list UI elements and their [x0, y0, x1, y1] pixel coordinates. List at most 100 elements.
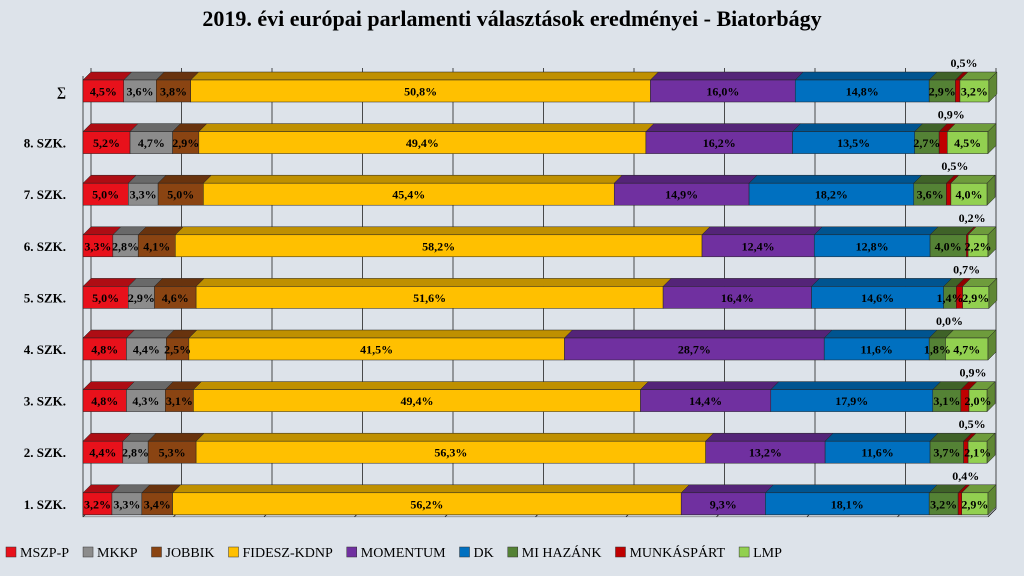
data-label: 0,9%	[959, 366, 986, 380]
data-label: 5,0%	[92, 291, 119, 305]
bar-segment-top	[705, 432, 834, 442]
data-label: 56,2%	[410, 497, 443, 511]
data-label: 58,2%	[422, 239, 455, 253]
data-label: 0,7%	[953, 262, 980, 276]
legend-swatch	[346, 546, 357, 558]
data-label: 4,0%	[955, 188, 982, 202]
bar-segment-top	[202, 174, 623, 184]
data-label: 9,3%	[710, 497, 737, 511]
data-label: 2,5%	[164, 343, 191, 357]
bar-segment-side	[987, 122, 997, 155]
data-label: 3,4%	[144, 497, 171, 511]
data-label: 56,3%	[434, 446, 467, 460]
category-label: 3. SZK.	[24, 394, 66, 409]
data-label: 3,3%	[84, 239, 111, 253]
bar-segment-side	[987, 329, 997, 361]
category-label: 1. SZK.	[24, 497, 66, 512]
bar-segment-side	[988, 277, 998, 310]
category-label: ∑	[57, 84, 66, 99]
data-label: 16,4%	[721, 291, 754, 305]
data-label: 3,2%	[84, 497, 111, 511]
legend-swatch	[5, 546, 17, 558]
category-label: 6. SZK.	[24, 239, 66, 254]
legend-label: DK	[474, 546, 494, 561]
bar-segment-top	[198, 123, 655, 132]
data-label: 28,7%	[678, 343, 711, 357]
bar-segment-top	[147, 432, 205, 442]
data-label: 3,6%	[917, 188, 944, 202]
data-label: 2,9%	[172, 136, 199, 150]
data-label: 41,5%	[360, 343, 393, 357]
data-label: 45,4%	[392, 188, 425, 202]
category-label: 2. SZK.	[24, 445, 66, 460]
data-label: 18,2%	[815, 188, 848, 202]
data-label: 0,5%	[959, 417, 986, 431]
legend-swatch	[228, 546, 239, 558]
data-label: 50,8%	[404, 85, 437, 99]
data-label: 3,3%	[130, 188, 157, 202]
data-label: 0,9%	[938, 108, 965, 122]
bar-segment-top	[645, 123, 802, 132]
data-label: 3,2%	[961, 85, 988, 99]
data-label: 4,8%	[91, 394, 118, 408]
bar-segment-top	[82, 71, 133, 81]
data-label: 1,4%	[936, 291, 963, 305]
chart-title: 2019. évi európai parlamenti választások…	[202, 6, 821, 31]
gridline-floor	[987, 508, 997, 518]
bar-segment-top	[791, 123, 924, 132]
data-label: 11,6%	[861, 446, 893, 460]
legend-swatch	[615, 546, 626, 558]
data-label: 1,8%	[924, 343, 951, 357]
bar-segment-side	[986, 174, 996, 206]
legend-label: LMP	[753, 546, 782, 561]
category-label: 4. SZK.	[24, 342, 66, 357]
bar-segment-top	[82, 123, 139, 132]
data-label: 4,4%	[133, 343, 160, 357]
data-label: 2,9%	[961, 497, 988, 511]
data-label: 4,5%	[90, 85, 117, 99]
data-label: 3,3%	[113, 497, 140, 511]
data-label: 4,8%	[91, 343, 118, 357]
data-label: 4,4%	[89, 446, 116, 460]
bar-segment-top	[810, 278, 953, 287]
bar-segment-top	[82, 432, 132, 442]
bar-segment-top	[82, 174, 137, 184]
data-label: 5,0%	[167, 188, 194, 202]
bar-segment-top	[680, 484, 774, 494]
data-label: 0,0%	[936, 314, 963, 328]
bar-segment-top	[171, 484, 690, 494]
bar-segment-top	[946, 123, 997, 132]
bar-segment-top	[174, 226, 711, 236]
data-label: 11,6%	[861, 343, 893, 357]
bar-segment-top	[748, 174, 923, 184]
data-label: 5,3%	[159, 446, 186, 460]
bar-segment-top	[824, 432, 939, 442]
legend-swatch	[82, 546, 94, 558]
bar-segment-top	[82, 381, 136, 390]
data-label: 49,4%	[400, 394, 433, 408]
bar-segment-top	[944, 329, 997, 339]
category-label: 5. SZK.	[24, 290, 66, 305]
data-label: 14,4%	[689, 394, 722, 408]
data-label: 2,9%	[962, 291, 989, 305]
data-label: 51,6%	[413, 291, 446, 305]
data-label: 16,0%	[706, 85, 739, 99]
bar-segment-side	[987, 484, 997, 516]
data-label: 12,4%	[742, 239, 775, 253]
bar-segment	[946, 182, 952, 206]
bar-segment	[955, 79, 961, 103]
legend-swatch	[459, 546, 470, 558]
data-label: 3,6%	[127, 85, 154, 99]
data-label: 2,8%	[112, 239, 139, 253]
data-label: 13,5%	[837, 136, 870, 150]
bar-segment-top	[157, 174, 212, 184]
data-label: 2,0%	[965, 394, 992, 408]
bar-segment-top	[82, 278, 137, 287]
bar-segment-top	[794, 71, 938, 81]
data-label: 5,2%	[93, 136, 120, 150]
data-label: 4,1%	[143, 239, 170, 253]
bar-segment-top	[701, 226, 823, 236]
bar-segment-side	[986, 432, 996, 464]
bar-segment-top	[192, 381, 650, 390]
